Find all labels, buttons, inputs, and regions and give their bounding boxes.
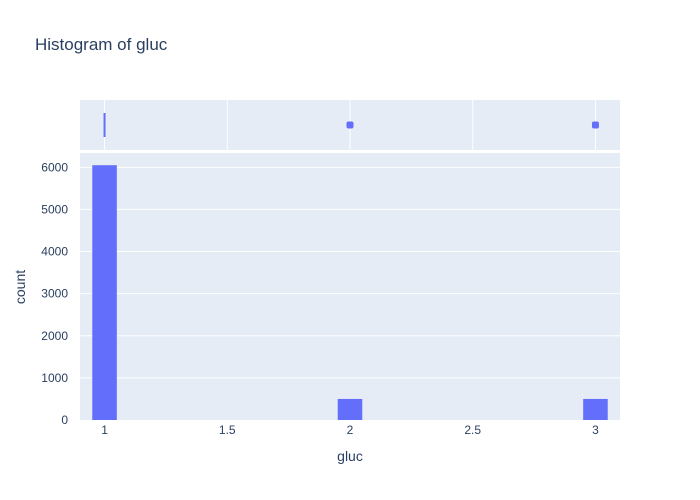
main-gridlines <box>80 166 620 379</box>
chart-title: Histogram of gluc <box>35 35 168 54</box>
marginal-box-mark <box>591 121 599 129</box>
x-tick-label: 2.5 <box>464 423 481 437</box>
y-tick-label: 2000 <box>41 329 68 343</box>
y-tick-label: 3000 <box>41 287 68 301</box>
y-tick-label: 1000 <box>41 371 68 385</box>
histogram-bars <box>92 165 608 420</box>
histogram-bar <box>337 398 363 420</box>
y-tick-label: 5000 <box>41 202 68 216</box>
y-tick-label: 4000 <box>41 245 68 259</box>
y-axis-ticks: 0 1000 2000 3000 4000 5000 6000 <box>41 160 68 427</box>
y-tick-label: 6000 <box>41 160 68 174</box>
x-tick-label: 1.5 <box>219 423 236 437</box>
x-tick-label: 2 <box>347 423 354 437</box>
histogram-bar <box>92 165 117 420</box>
y-tick-label: 0 <box>61 413 68 427</box>
marginal-box-mark <box>346 121 354 129</box>
marginal-box-marks <box>103 113 599 137</box>
y-axis-title: count <box>12 270 28 304</box>
x-tick-label: 1 <box>101 423 108 437</box>
main-plot-area <box>80 153 620 420</box>
x-tick-label: 3 <box>592 423 599 437</box>
x-axis-ticks: 1 1.5 2 2.5 3 <box>101 423 599 437</box>
x-axis-title: gluc <box>337 448 363 464</box>
histogram-bar <box>583 398 608 420</box>
